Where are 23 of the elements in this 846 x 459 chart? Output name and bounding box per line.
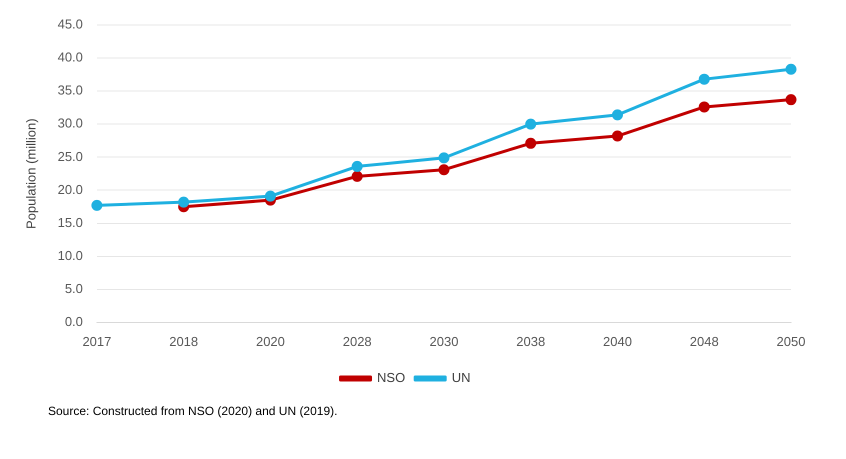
x-tick-label: 2048 (690, 334, 719, 349)
y-tick-label: 35.0 (58, 82, 83, 98)
y-tick-label: 5.0 (64, 280, 83, 296)
y-tick-label: 30.0 (58, 116, 83, 131)
y-tick-label: 10.0 (58, 248, 83, 263)
x-tick-label: 2050 (776, 334, 806, 349)
source-note: Source: Constructed from NSO (2020) and UN (2019). (48, 404, 338, 418)
x-tick-label: 2028 (342, 334, 372, 349)
x-tick-label: 2040 (603, 334, 632, 349)
legend-label: UN (452, 370, 470, 386)
y-axis-title: Population (million) (23, 118, 38, 229)
y-tick-label: 45.0 (58, 16, 83, 32)
y-tick-label: 15.0 (58, 214, 83, 230)
y-tick-label: 25.0 (58, 148, 83, 164)
x-tick-label: 2017 (82, 334, 112, 349)
y-tick-label: 40.0 (58, 50, 83, 65)
x-tick-label: 2030 (429, 334, 458, 349)
x-tick-label: 2018 (169, 334, 198, 349)
y-tick-label: 20.0 (58, 182, 83, 197)
y-tick-label: 0.0 (64, 314, 83, 329)
x-tick-label: 2020 (256, 334, 285, 349)
legend-label: NSO (377, 370, 406, 386)
x-tick-label: 2038 (516, 334, 546, 349)
